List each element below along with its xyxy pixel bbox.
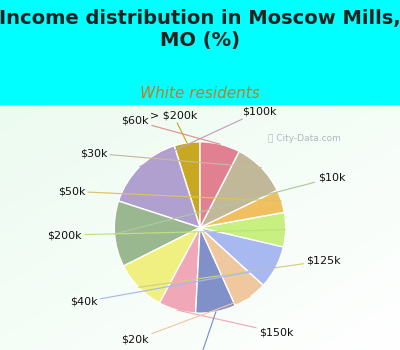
Wedge shape (200, 228, 284, 285)
Text: $150k: $150k (177, 310, 294, 337)
Wedge shape (200, 190, 284, 228)
Wedge shape (200, 228, 263, 306)
Text: $125k: $125k (139, 256, 341, 287)
Text: > $200k: > $200k (150, 110, 197, 143)
Text: $10k: $10k (114, 173, 345, 234)
Wedge shape (200, 212, 286, 247)
Text: White residents: White residents (140, 86, 260, 101)
Text: Income distribution in Moscow Mills,
MO (%): Income distribution in Moscow Mills, MO … (0, 9, 400, 50)
Wedge shape (118, 146, 200, 228)
Text: $200k: $200k (48, 230, 286, 240)
Wedge shape (200, 151, 277, 228)
Wedge shape (196, 228, 235, 313)
Wedge shape (160, 228, 200, 313)
Wedge shape (174, 142, 200, 228)
Text: $20k: $20k (122, 297, 250, 345)
Wedge shape (124, 228, 200, 303)
Text: $60k: $60k (122, 116, 220, 144)
Wedge shape (200, 142, 239, 228)
Text: $40k: $40k (70, 267, 276, 307)
Text: $50k: $50k (58, 186, 282, 201)
Text: $30k: $30k (80, 148, 261, 168)
Text: $75k: $75k (186, 312, 216, 350)
Wedge shape (114, 201, 200, 266)
Text: ⓘ City-Data.com: ⓘ City-Data.com (268, 134, 340, 144)
Text: $100k: $100k (140, 106, 276, 167)
